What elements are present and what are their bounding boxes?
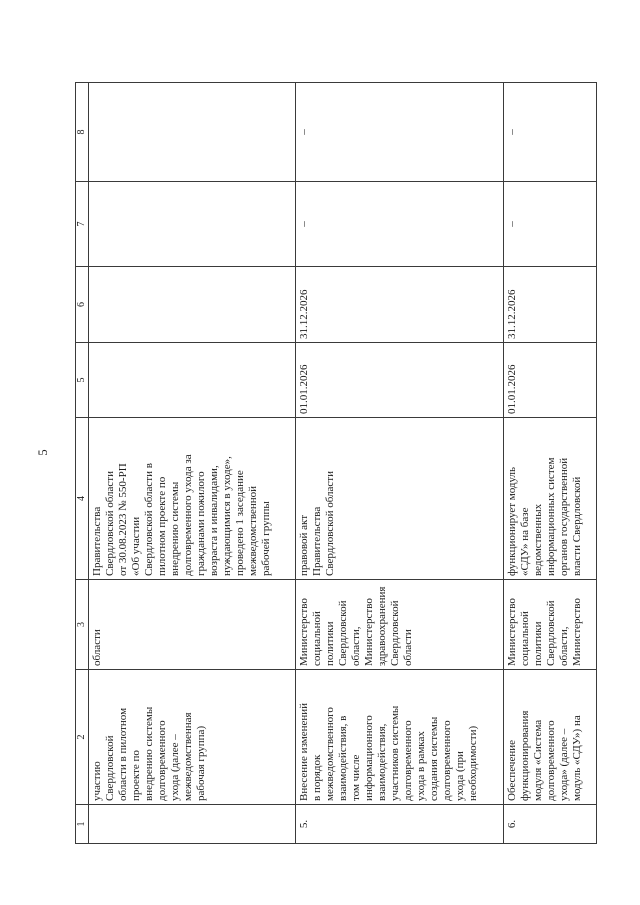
header-cell-4: 4 (75, 417, 89, 580)
header-cell-6: 6 (75, 266, 89, 343)
table-row-continuation: участию Свердловской области в пилотном … (88, 82, 296, 844)
cell-responsible: Министерство социальной политики Свердло… (503, 579, 597, 670)
cell-date-start: 01.01.2026 (503, 342, 597, 418)
cell-column8: – (295, 82, 504, 182)
page-number: 5 (36, 449, 50, 456)
cell-date-start: 01.01.2026 (295, 342, 504, 418)
cell-number: 6. (503, 804, 597, 844)
cell-column7: – (295, 181, 504, 267)
header-cell-1: 1 (75, 804, 89, 844)
cell-result: функционирует модуль «СДУ» на базе ведом… (503, 417, 597, 580)
cell-date-end: 31.12.2026 (295, 266, 504, 343)
cell-date-end (88, 266, 296, 343)
header-cell-2: 2 (75, 669, 89, 805)
column-number-header-row: 1 2 3 4 5 6 7 8 (75, 82, 89, 844)
cell-column8 (88, 82, 296, 182)
cell-result: правовой акт Правительства Свердловской … (295, 417, 504, 580)
cell-number (88, 804, 296, 844)
cell-column7 (88, 181, 296, 267)
cell-responsible: области (88, 579, 296, 670)
header-cell-5: 5 (75, 342, 89, 418)
cell-number: 5. (295, 804, 504, 844)
cell-activity: Внесение изменений в порядок межведомств… (295, 669, 504, 805)
cell-activity: участию Свердловской области в пилотном … (88, 669, 296, 805)
cell-column8: – (503, 82, 597, 182)
action-plan-table: 1 2 3 4 5 6 7 8 участию Свердловской обл… (75, 82, 597, 844)
cell-column7: – (503, 181, 597, 267)
header-cell-8: 8 (75, 82, 89, 182)
cell-result: Правительства Свердловской области от 30… (88, 417, 296, 580)
header-cell-7: 7 (75, 181, 89, 267)
cell-responsible: Министерство социальной политики Свердло… (295, 579, 504, 670)
table-row-6: 6. Обеспечение функционирования модуля «… (503, 82, 597, 844)
header-cell-3: 3 (75, 579, 89, 670)
table-row-5: 5. Внесение изменений в порядок межведом… (295, 82, 504, 844)
cell-activity: Обеспечение функционирования модуля «Сис… (503, 669, 597, 805)
cell-date-end: 31.12.2026 (503, 266, 597, 343)
cell-date-start (88, 342, 296, 418)
